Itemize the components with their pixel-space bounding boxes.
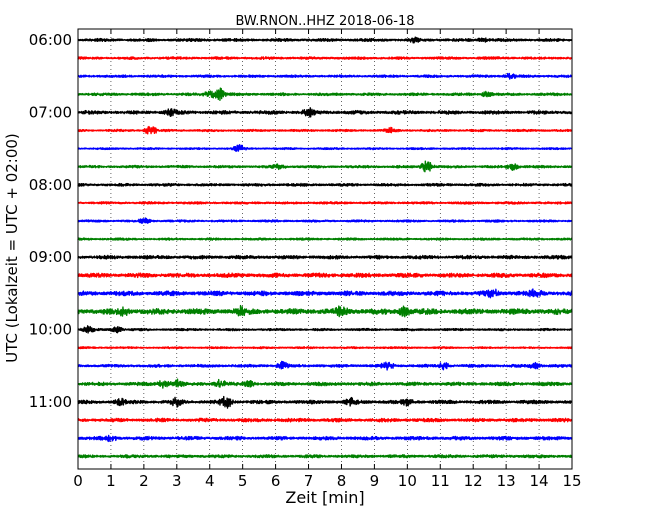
y-tick-label: 10:00 <box>29 321 72 339</box>
x-tick-label: 14 <box>530 472 549 490</box>
trace-0945 <box>77 304 573 318</box>
trace-0845 <box>77 237 573 241</box>
trace-0900 <box>77 254 573 260</box>
x-tick-label: 5 <box>238 472 248 490</box>
seismic-traces <box>77 36 573 459</box>
trace-1100 <box>77 395 573 409</box>
y-tick-label: 11:00 <box>29 393 72 411</box>
trace-1000 <box>77 325 573 334</box>
trace-0615 <box>77 56 573 61</box>
chart-title: BW.RNON..HHZ 2018-06-18 <box>235 14 414 29</box>
plot-frame <box>77 28 573 470</box>
x-tick-label: 2 <box>139 472 149 490</box>
y-axis: 06:00 07:00 08:00 09:00 10:00 11:00 <box>29 31 572 411</box>
trace-0815 <box>77 201 573 205</box>
trace-0800 <box>77 182 573 187</box>
x-tick-label: 15 <box>562 472 581 490</box>
trace-0745 <box>77 160 573 173</box>
trace-0600 <box>77 36 573 44</box>
x-tick-label: 1 <box>106 472 116 490</box>
x-tick-label: 13 <box>497 472 516 490</box>
x-tick-label: 9 <box>370 472 380 490</box>
y-tick-label: 09:00 <box>29 248 72 266</box>
y-tick-label: 08:00 <box>29 176 72 194</box>
y-axis-label: UTC (Lokalzeit = UTC + 02:00) <box>3 133 21 363</box>
trace-1015 <box>77 346 573 350</box>
x-tick-label: 10 <box>398 472 417 490</box>
y-tick-label: 07:00 <box>29 103 72 121</box>
trace-1145 <box>77 454 573 459</box>
x-tick-label: 3 <box>172 472 182 490</box>
trace-1045 <box>77 378 573 389</box>
x-tick-label: 8 <box>337 472 347 490</box>
trace-0645 <box>77 87 573 101</box>
x-tick-label: 12 <box>464 472 483 490</box>
x-tick-label: 11 <box>431 472 450 490</box>
trace-0915 <box>77 272 573 279</box>
trace-0830 <box>77 217 573 224</box>
x-tick-label: 0 <box>73 472 83 490</box>
x-axis: 0 1 2 3 4 5 6 7 8 9 10 11 12 13 14 15 <box>73 29 582 490</box>
trace-1115 <box>77 417 573 423</box>
x-axis-label: Zeit [min] <box>285 488 364 507</box>
trace-1130 <box>77 434 573 443</box>
x-tick-label: 7 <box>304 472 314 490</box>
trace-0930 <box>77 288 573 299</box>
trace-1030 <box>77 360 573 371</box>
grid-lines <box>110 29 540 469</box>
trace-0630 <box>77 72 573 80</box>
trace-0715 <box>77 125 573 135</box>
trace-0700 <box>77 107 573 118</box>
trace-0730 <box>77 144 573 152</box>
x-tick-label: 6 <box>271 472 281 490</box>
x-tick-label: 4 <box>205 472 215 490</box>
y-tick-label: 06:00 <box>29 31 72 49</box>
